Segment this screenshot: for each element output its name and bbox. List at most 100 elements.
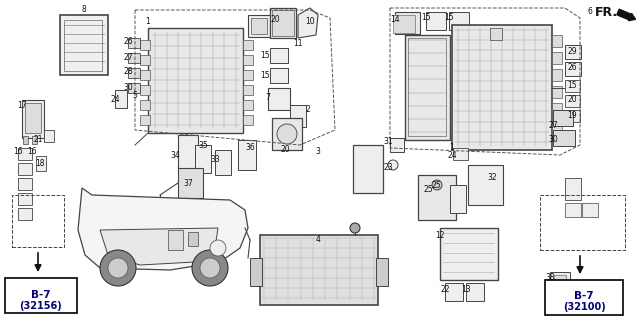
Text: 33: 33: [210, 156, 220, 164]
Text: 15: 15: [421, 13, 431, 22]
Text: B-7: B-7: [31, 290, 51, 300]
Bar: [408, 38, 446, 136]
Text: (32156): (32156): [20, 301, 62, 311]
Text: 18: 18: [35, 158, 45, 167]
Text: 4: 4: [316, 236, 321, 244]
Bar: [148, 28, 243, 133]
Bar: [552, 52, 562, 64]
Text: 15: 15: [444, 13, 454, 22]
Bar: [565, 203, 581, 217]
Bar: [565, 45, 581, 59]
Circle shape: [277, 124, 297, 144]
Bar: [272, 10, 294, 36]
Circle shape: [100, 250, 136, 286]
Text: 20: 20: [280, 146, 290, 155]
Bar: [565, 80, 580, 92]
Bar: [552, 120, 562, 132]
Bar: [260, 235, 378, 305]
Text: 21: 21: [33, 135, 43, 145]
Text: 11: 11: [293, 38, 303, 47]
Text: 38: 38: [545, 274, 555, 283]
Bar: [582, 203, 598, 217]
Bar: [452, 25, 552, 150]
Bar: [25, 103, 41, 133]
Bar: [449, 12, 469, 30]
Bar: [178, 135, 198, 170]
Bar: [44, 130, 54, 142]
Circle shape: [432, 180, 442, 190]
Text: 24: 24: [110, 95, 120, 105]
Bar: [195, 145, 211, 173]
Bar: [552, 35, 562, 47]
Bar: [243, 40, 253, 50]
Bar: [128, 83, 140, 93]
Text: 24: 24: [447, 150, 457, 159]
Bar: [272, 118, 302, 150]
Bar: [18, 178, 32, 190]
Bar: [243, 70, 253, 80]
Bar: [23, 136, 28, 144]
Bar: [270, 68, 288, 83]
Bar: [251, 18, 267, 34]
Bar: [453, 148, 468, 160]
Bar: [140, 85, 150, 95]
Bar: [553, 110, 573, 126]
Bar: [128, 38, 140, 48]
Text: 27: 27: [548, 121, 558, 130]
Text: 5: 5: [132, 91, 138, 100]
Text: 8: 8: [82, 5, 86, 14]
Bar: [450, 185, 466, 213]
Bar: [18, 163, 32, 175]
Text: 26: 26: [567, 63, 577, 73]
Text: FR.: FR.: [595, 5, 618, 19]
Bar: [36, 156, 46, 171]
Text: 30: 30: [548, 135, 558, 145]
Text: 27: 27: [123, 52, 133, 61]
Text: 2: 2: [306, 106, 310, 115]
Text: 1: 1: [450, 143, 454, 153]
Text: 7: 7: [266, 93, 271, 102]
Bar: [390, 138, 404, 152]
Text: 19: 19: [567, 110, 577, 119]
Bar: [553, 130, 575, 146]
Text: 26: 26: [123, 37, 133, 46]
Text: 1: 1: [146, 18, 150, 27]
Text: 16: 16: [13, 148, 23, 156]
Text: 29: 29: [567, 47, 577, 57]
Bar: [565, 178, 581, 200]
Text: 16: 16: [27, 148, 37, 156]
Bar: [445, 283, 463, 301]
Text: 35: 35: [198, 140, 208, 149]
Polygon shape: [298, 8, 318, 38]
Text: 12: 12: [435, 230, 445, 239]
Bar: [468, 165, 503, 205]
FancyArrow shape: [617, 9, 636, 21]
Bar: [418, 175, 456, 220]
Text: 13: 13: [461, 285, 471, 294]
Text: 15: 15: [567, 81, 577, 90]
Circle shape: [108, 258, 128, 278]
Bar: [565, 62, 581, 76]
Bar: [353, 145, 383, 193]
Bar: [405, 35, 450, 140]
Bar: [140, 55, 150, 65]
Bar: [178, 168, 203, 198]
Bar: [140, 115, 150, 125]
Bar: [18, 193, 32, 205]
Circle shape: [388, 160, 398, 170]
Circle shape: [192, 250, 228, 286]
Text: 20: 20: [567, 95, 577, 105]
Bar: [248, 15, 270, 37]
Bar: [140, 100, 150, 110]
Circle shape: [350, 223, 360, 233]
Circle shape: [210, 240, 226, 256]
Bar: [290, 105, 306, 127]
Bar: [22, 100, 44, 138]
Bar: [268, 88, 290, 110]
Text: 6: 6: [588, 7, 593, 17]
Text: 3: 3: [316, 148, 321, 156]
Bar: [552, 103, 562, 115]
Bar: [270, 8, 296, 38]
Bar: [270, 48, 288, 63]
Bar: [243, 115, 253, 125]
